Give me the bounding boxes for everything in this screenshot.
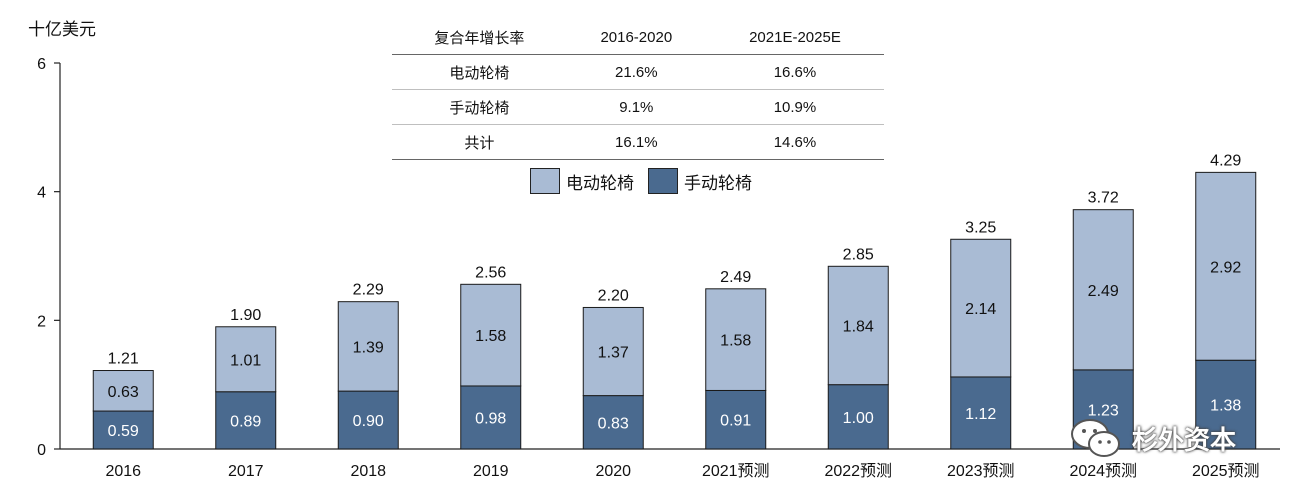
logo-text: 杉外资本 [1132, 424, 1237, 455]
y-axis-unit-label: 十亿美元 [28, 20, 96, 39]
data-label-manual: 1.23 [1088, 402, 1119, 419]
cagr-cell: 10.9% [705, 89, 884, 125]
data-label-total: 1.90 [230, 307, 261, 324]
cagr-cell: 16.1% [566, 124, 706, 160]
data-label-total: 3.72 [1088, 190, 1119, 207]
data-label-electric: 1.37 [598, 345, 629, 362]
cagr-header-cell: 2021E-2025E [705, 20, 884, 55]
cagr-cell: 电动轮椅 [392, 54, 567, 90]
data-label-total: 2.49 [720, 269, 751, 286]
cagr-cell: 21.6% [566, 54, 706, 90]
data-label-electric: 1.58 [475, 328, 506, 345]
bar-segment-electric [92, 370, 154, 412]
data-label-total: 2.85 [843, 246, 874, 263]
data-label-manual: 1.12 [965, 406, 996, 423]
x-tick-label: 2025预测 [1192, 462, 1260, 480]
cagr-table-header: 复合年增长率 2016-2020 2021E-2025E [392, 20, 884, 55]
data-label-electric: 0.63 [108, 384, 139, 401]
x-tick-label: 2017 [228, 463, 264, 480]
cagr-table-row: 共计 16.1% 14.6% [392, 124, 884, 160]
data-label-electric: 1.84 [843, 318, 874, 335]
chart-legend: 电动轮椅 手动轮椅 [530, 168, 766, 194]
data-label-manual: 0.91 [720, 413, 751, 430]
cagr-cell: 共计 [392, 124, 567, 160]
x-tick-label: 2024预测 [1069, 462, 1137, 480]
data-label-manual: 0.90 [353, 413, 384, 430]
y-tick-label: 0 [37, 442, 46, 459]
bar-segment-electric [460, 283, 522, 387]
x-tick-label: 2018 [350, 463, 386, 480]
bar-segment-manual [92, 410, 154, 450]
wechat-logo: 杉外资本 [1068, 416, 1236, 460]
x-tick-label: 2020 [595, 463, 631, 480]
x-tick-label: 2023预测 [947, 462, 1015, 480]
data-label-manual: 0.89 [230, 413, 261, 430]
cagr-cell: 9.1% [566, 89, 706, 125]
data-label-electric: 1.58 [720, 333, 751, 350]
legend-label-electric: 电动轮椅 [566, 173, 634, 193]
x-tick-label: 2019 [473, 463, 509, 480]
bar-segment-electric [1195, 171, 1257, 361]
data-label-electric: 1.39 [353, 339, 384, 356]
data-label-total: 2.29 [353, 282, 384, 299]
x-tick-label: 2021预测 [702, 462, 770, 480]
chart-labels: 0.59 0.63 1.21 2016 0.89 1.01 1.90 2017 0.90 1.39… [105, 152, 1259, 480]
bar-segment-electric [705, 288, 767, 391]
cagr-table: 复合年增长率 2016-2020 2021E-2025E 电动轮椅 21.6% … [392, 20, 884, 160]
cagr-table-row: 电动轮椅 21.6% 16.6% [392, 54, 884, 90]
bar-segment-electric [337, 301, 399, 392]
data-label-electric: 2.92 [1210, 259, 1241, 276]
cagr-cell: 手动轮椅 [392, 89, 567, 125]
data-label-total: 2.20 [598, 287, 629, 304]
data-label-total: 4.29 [1210, 152, 1241, 169]
bar-segment-manual [337, 390, 399, 450]
data-label-total: 2.56 [475, 264, 506, 281]
bar-segment-electric [1072, 209, 1134, 371]
data-label-manual: 0.83 [598, 415, 629, 432]
x-tick-label: 2016 [105, 463, 141, 480]
y-tick-label: 4 [37, 185, 46, 202]
data-label-electric: 2.49 [1088, 283, 1119, 300]
legend-item-manual: 手动轮椅 [648, 168, 752, 194]
bar-segment-electric [215, 326, 277, 393]
data-label-electric: 2.14 [965, 301, 996, 318]
legend-label-manual: 手动轮椅 [684, 173, 752, 193]
legend-swatch-electric [530, 168, 560, 194]
cagr-header-cell: 复合年增长率 [392, 20, 567, 55]
data-label-manual: 1.38 [1210, 398, 1241, 415]
data-label-total: 3.25 [965, 219, 996, 236]
bar-segment-manual [1195, 359, 1257, 450]
bar-segment-electric [827, 265, 889, 386]
bar-segment-electric [950, 238, 1012, 378]
data-label-manual: 1.00 [843, 410, 874, 427]
wechat-icon [1071, 419, 1120, 457]
y-tick-label: 2 [37, 313, 46, 330]
data-label-electric: 1.01 [230, 352, 261, 369]
y-tick-label: 6 [37, 56, 46, 73]
bar-segment-manual [582, 395, 644, 450]
bar-segment-electric [582, 306, 644, 397]
cagr-cell: 14.6% [705, 124, 884, 160]
chart-bars [92, 171, 1257, 450]
data-label-manual: 0.98 [475, 410, 506, 427]
cagr-cell: 16.6% [705, 54, 884, 90]
bar-segment-manual [950, 376, 1012, 450]
legend-item-electric: 电动轮椅 [530, 168, 634, 194]
data-label-manual: 0.59 [108, 423, 139, 440]
legend-swatch-manual [648, 168, 678, 194]
cagr-table-row: 手动轮椅 9.1% 10.9% [392, 89, 884, 125]
cagr-header-cell: 2016-2020 [566, 20, 706, 55]
x-tick-label: 2022预测 [824, 462, 892, 480]
data-label-total: 1.21 [108, 351, 139, 368]
